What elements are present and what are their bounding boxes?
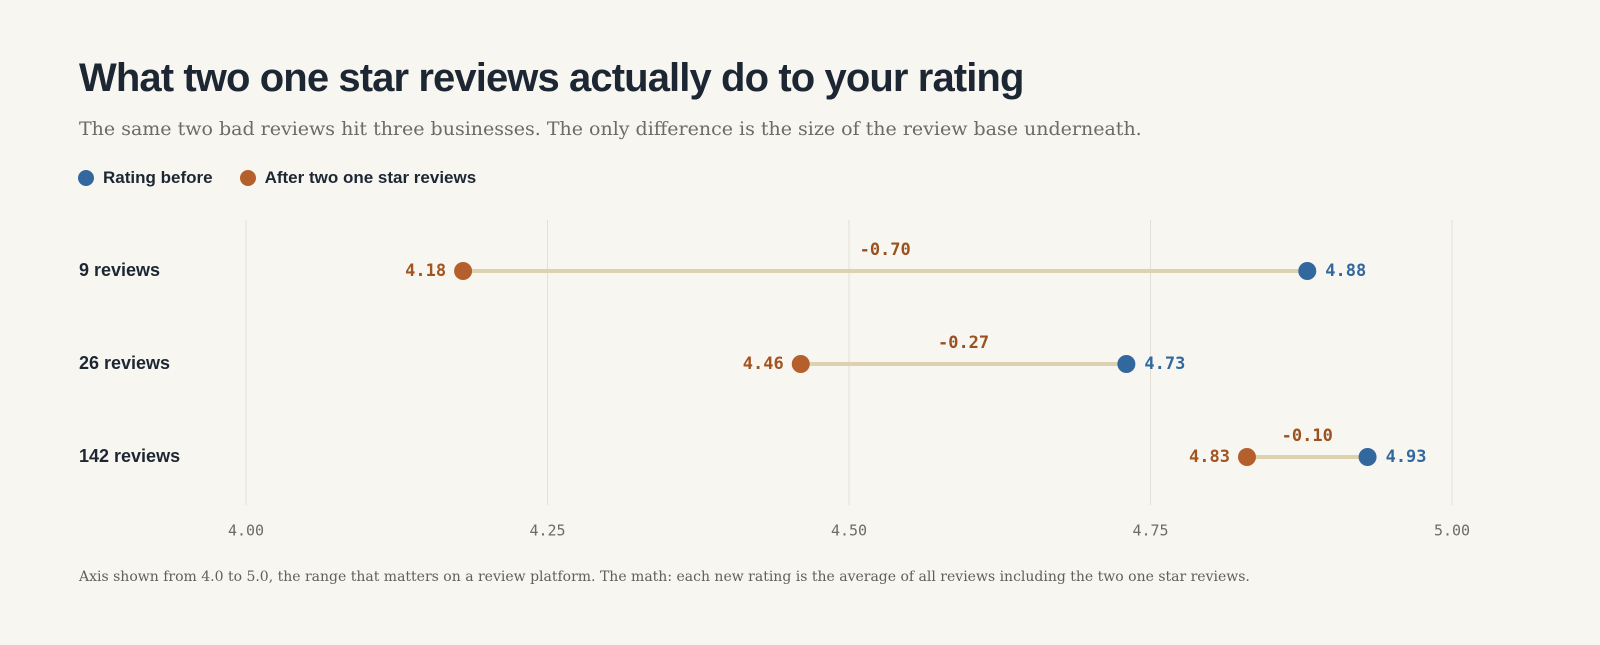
after-point: [454, 262, 473, 280]
legend-item-after: After two one star reviews: [239, 168, 477, 188]
row-label: 9 reviews: [79, 260, 160, 280]
x-tick-label: 4.00: [228, 522, 264, 540]
chart-footnote: Axis shown from 4.0 to 5.0, the range th…: [79, 569, 1250, 585]
after-value-label: 4.46: [743, 354, 784, 374]
after-point: [1237, 448, 1256, 466]
difference-label: -0.70: [860, 240, 911, 260]
row-label: 26 reviews: [79, 353, 170, 373]
legend-label-before: Rating before: [103, 168, 213, 187]
before-point: [1358, 448, 1377, 466]
legend-label-after: After two one star reviews: [264, 168, 477, 187]
x-tick-label: 4.75: [1132, 522, 1168, 540]
x-tick-label: 4.25: [529, 522, 565, 540]
before-point: [1298, 262, 1317, 280]
difference-label: -0.27: [938, 333, 989, 353]
before-point: [1117, 355, 1136, 373]
after-point: [791, 355, 810, 373]
after-value-label: 4.83: [1189, 447, 1230, 467]
chart-title: What two one star reviews actually do to…: [79, 56, 1024, 100]
x-tick-label: 5.00: [1434, 522, 1470, 540]
row-label: 142 reviews: [79, 446, 180, 466]
legend-dot-before: [78, 170, 94, 186]
before-value-label: 4.88: [1325, 261, 1366, 281]
legend-dot-after: [239, 170, 256, 186]
before-value-label: 4.73: [1144, 354, 1185, 374]
x-tick-label: 4.50: [831, 522, 867, 540]
before-value-label: 4.93: [1386, 447, 1427, 467]
legend-item-before: Rating before: [78, 168, 213, 188]
chart-subtitle: The same two bad reviews hit three busin…: [79, 118, 1142, 140]
after-value-label: 4.18: [405, 261, 446, 281]
difference-label: -0.10: [1282, 426, 1333, 446]
legend: Rating before After two one star reviews: [78, 168, 503, 188]
